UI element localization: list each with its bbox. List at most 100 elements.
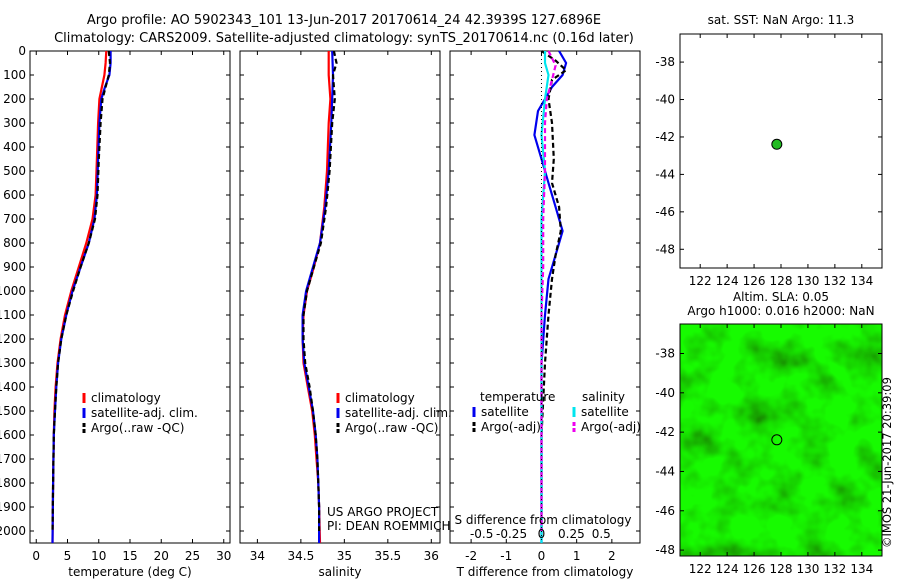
- y-tick-label: 1300: [0, 356, 26, 370]
- top-tick-label: -0.25: [496, 527, 527, 541]
- temperature-series-1: [51, 51, 112, 544]
- x-tick-label: 20: [154, 549, 169, 563]
- sla-map-title-line: Altim. SLA: 0.05: [733, 290, 829, 304]
- legend-label: Argo(..raw -QC): [345, 421, 438, 435]
- difference-series-0: [533, 50, 568, 543]
- y-tick-label: 200: [3, 92, 26, 106]
- sla-heatmap-field: [680, 324, 882, 556]
- x-tick-label: -2: [465, 549, 477, 563]
- legend-label: satellite: [581, 405, 629, 419]
- y-tick-label: -38: [655, 55, 675, 69]
- legend-label: Argo(-adj): [581, 420, 641, 434]
- legend-label: Argo(-adj): [481, 420, 541, 434]
- y-tick-label: 1600: [0, 428, 26, 442]
- temperature-xlabel: temperature (deg C): [68, 565, 191, 579]
- x-tick-label: 128: [770, 274, 793, 288]
- salinity-xlabel: salinity: [318, 565, 361, 579]
- difference-panel: -2 -1 0 1 2 T difference from climatology S di…: [449, 50, 641, 579]
- x-tick-label: 34.5: [288, 549, 315, 563]
- temperature-panel: 0100200300400500600700800900100011001200…: [0, 44, 231, 579]
- sla-map-panel: 122 124 126 128 130 132 134 -38 -40 -42 -44 -46 -48 A…: [655, 290, 883, 576]
- y-tick-label: -44: [655, 464, 675, 478]
- legend-title-salinity: salinity: [582, 390, 625, 404]
- x-tick-label: 25: [185, 549, 200, 563]
- y-tick-label: 1200: [0, 332, 26, 346]
- x-tick-label: -1: [500, 549, 512, 563]
- difference-xlabel: T difference from climatology: [456, 565, 634, 579]
- sst-map-panel: 122 124 126 128 130 132 134 -38 -40 -42 -44 -46 -48 s…: [655, 13, 883, 288]
- top-tick-label: -0.5: [470, 527, 493, 541]
- sst-map-argo-point: [771, 138, 783, 150]
- legend-label: Argo(..raw -QC): [91, 421, 184, 435]
- difference-series-3: [540, 50, 557, 531]
- y-tick-label: 900: [3, 260, 26, 274]
- x-tick-label: 130: [796, 562, 819, 576]
- salinity-panel: 34 34.5 35 35.5 36 salinity climatologysatelli…: [239, 50, 452, 579]
- x-tick-label: 15: [122, 549, 137, 563]
- y-tick-label: 1000: [0, 284, 26, 298]
- x-tick-label: 124: [716, 274, 739, 288]
- x-tick-label: 5: [64, 549, 72, 563]
- temperature-axes-frame: [29, 50, 231, 544]
- annotation-line: US ARGO PROJECT: [327, 505, 439, 519]
- x-tick-label: 30: [216, 549, 231, 563]
- y-tick-label: -42: [655, 130, 675, 144]
- x-tick-label: 132: [823, 274, 846, 288]
- x-tick-label: 35: [337, 549, 352, 563]
- y-tick-label: -46: [655, 504, 675, 518]
- sla-map-title-line: Argo h1000: 0.016 h2000: NaN: [687, 304, 874, 318]
- legend-label: satellite-adj. clim.: [345, 406, 452, 420]
- y-tick-label: -40: [655, 386, 675, 400]
- y-tick-label: -44: [655, 167, 675, 181]
- annotation-line: PI: DEAN ROEMMICH: [327, 519, 450, 533]
- legend-label: satellite-adj. clim.: [91, 406, 198, 420]
- x-tick-label: 134: [850, 274, 873, 288]
- y-tick-label: 300: [3, 116, 26, 130]
- temperature-series-0: [51, 50, 108, 544]
- y-tick-label: -48: [655, 242, 675, 256]
- salinity-axes-frame: [239, 50, 441, 544]
- legend-label: climatology: [345, 391, 415, 405]
- title-line-2: Climatology: CARS2009. Satellite-adjuste…: [54, 31, 634, 46]
- x-tick-label: 35.5: [374, 549, 401, 563]
- y-tick-label: 1500: [0, 404, 26, 418]
- difference-series-1: [540, 50, 568, 531]
- x-tick-label: 126: [743, 562, 766, 576]
- x-tick-label: 126: [743, 274, 766, 288]
- y-tick-label: 1700: [0, 452, 26, 466]
- y-tick-label: -38: [655, 346, 675, 360]
- y-tick-label: -40: [655, 93, 675, 107]
- y-tick-label: 600: [3, 188, 26, 202]
- x-tick-label: 36: [424, 549, 439, 563]
- x-tick-label: 0: [538, 549, 546, 563]
- y-tick-label: 700: [3, 212, 26, 226]
- x-tick-label: 0: [32, 549, 40, 563]
- y-tick-label: 500: [3, 164, 26, 178]
- temperature-series-2: [51, 50, 112, 532]
- difference-xlabel-top: S difference from climatology: [455, 513, 632, 527]
- legend-label: climatology: [91, 391, 161, 405]
- y-tick-label: 1900: [0, 500, 26, 514]
- x-tick-label: 122: [689, 562, 712, 576]
- y-tick-label: 400: [3, 140, 26, 154]
- sst-map-axes-frame: [679, 33, 883, 269]
- salinity-series-2: [302, 50, 338, 531]
- legend-title-temperature: temperature: [480, 390, 555, 404]
- sst-map-title: sat. SST: NaN Argo: 11.3: [708, 13, 855, 27]
- x-tick-label: 124: [716, 562, 739, 576]
- sla-map-argo-point: [771, 434, 783, 446]
- y-tick-label: -42: [655, 425, 675, 439]
- x-tick-label: 34: [250, 549, 265, 563]
- y-tick-label: 800: [3, 236, 26, 250]
- top-tick-label: 0.25: [558, 527, 585, 541]
- y-tick-label: 1100: [0, 308, 26, 322]
- legend-label: satellite: [481, 405, 529, 419]
- top-tick-label: 0.5: [592, 527, 611, 541]
- x-tick-label: 2: [608, 549, 616, 563]
- x-tick-label: 128: [770, 562, 793, 576]
- title-line-1: Argo profile: AO 5902343_101 13-Jun-2017…: [87, 13, 601, 28]
- x-tick-label: 122: [689, 274, 712, 288]
- y-tick-label: -46: [655, 205, 675, 219]
- top-tick-label: 0: [538, 527, 546, 541]
